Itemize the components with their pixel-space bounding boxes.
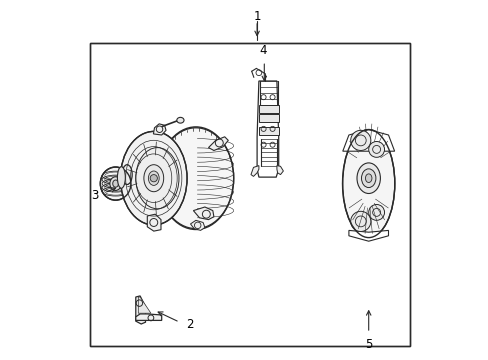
Bar bbox=[259, 105, 278, 113]
Polygon shape bbox=[348, 230, 387, 241]
Ellipse shape bbox=[113, 180, 118, 187]
Polygon shape bbox=[190, 220, 204, 230]
Ellipse shape bbox=[342, 130, 394, 238]
Polygon shape bbox=[138, 297, 151, 313]
Polygon shape bbox=[276, 166, 283, 175]
Text: 2: 2 bbox=[186, 318, 193, 331]
Polygon shape bbox=[342, 130, 394, 151]
Ellipse shape bbox=[177, 117, 183, 123]
Polygon shape bbox=[250, 166, 258, 176]
Ellipse shape bbox=[356, 163, 380, 194]
Polygon shape bbox=[259, 101, 268, 132]
Ellipse shape bbox=[122, 165, 132, 185]
Polygon shape bbox=[193, 207, 213, 220]
Polygon shape bbox=[257, 81, 278, 177]
Ellipse shape bbox=[100, 167, 131, 200]
Circle shape bbox=[368, 204, 384, 220]
Polygon shape bbox=[147, 214, 161, 231]
Bar bbox=[89, 43, 409, 346]
Ellipse shape bbox=[361, 169, 375, 188]
Polygon shape bbox=[136, 314, 162, 320]
Ellipse shape bbox=[117, 167, 125, 188]
Circle shape bbox=[368, 141, 384, 157]
Bar bbox=[259, 127, 278, 135]
Text: 5: 5 bbox=[364, 338, 372, 351]
Ellipse shape bbox=[110, 177, 121, 190]
Text: 4: 4 bbox=[259, 44, 267, 57]
Ellipse shape bbox=[365, 174, 371, 183]
Ellipse shape bbox=[143, 165, 163, 192]
Circle shape bbox=[350, 211, 370, 231]
Polygon shape bbox=[208, 137, 228, 150]
Ellipse shape bbox=[120, 131, 187, 225]
Bar bbox=[89, 43, 409, 346]
Bar bbox=[259, 114, 278, 122]
Polygon shape bbox=[136, 296, 145, 324]
Ellipse shape bbox=[148, 171, 159, 185]
Circle shape bbox=[350, 130, 370, 150]
Ellipse shape bbox=[158, 128, 233, 229]
Text: 3: 3 bbox=[91, 189, 99, 202]
Polygon shape bbox=[153, 124, 166, 135]
Text: 1: 1 bbox=[253, 10, 260, 23]
Ellipse shape bbox=[136, 148, 179, 209]
Circle shape bbox=[150, 175, 157, 182]
